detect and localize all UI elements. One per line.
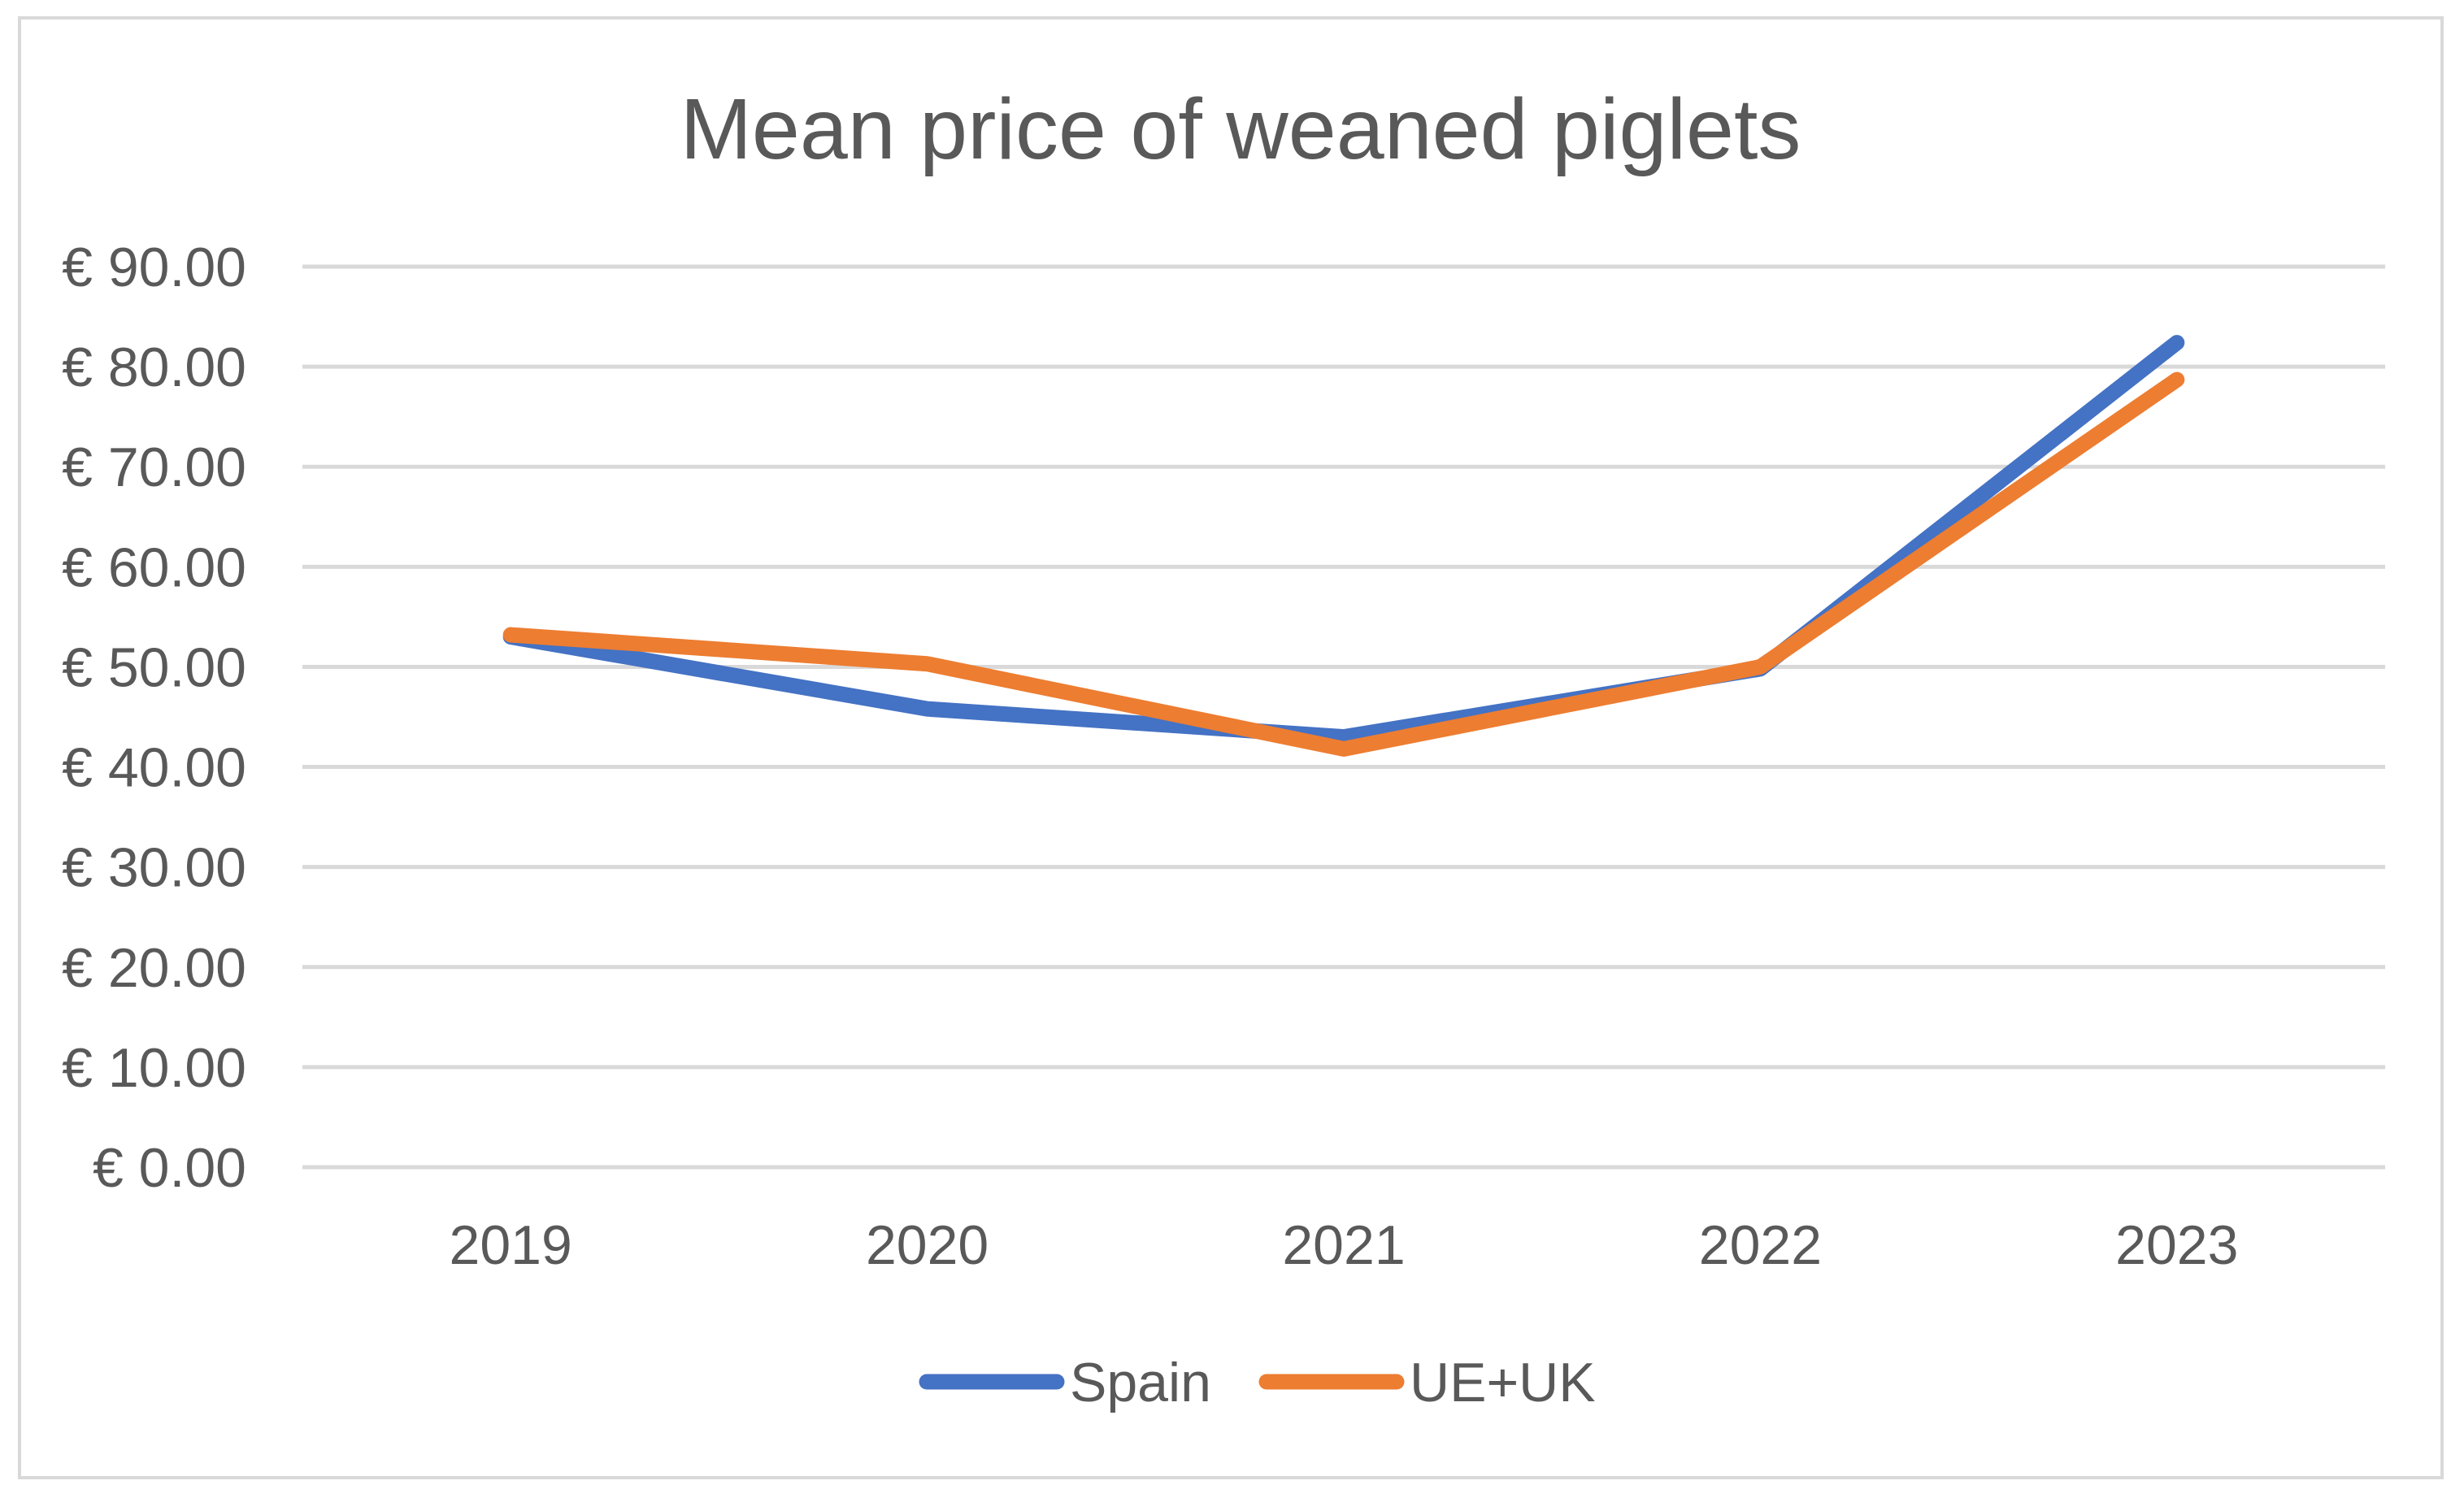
x-tick-label: 2023 <box>2115 1214 2238 1276</box>
y-tick-label: € 80.00 <box>62 337 246 398</box>
y-tick-label: € 60.00 <box>62 536 246 598</box>
legend-label: Spain <box>1070 1352 1211 1413</box>
chart-frame <box>18 16 2444 1479</box>
y-tick-label: € 10.00 <box>62 1037 246 1099</box>
x-tick-label: 2021 <box>1282 1214 1405 1276</box>
x-tick-label: 2019 <box>450 1214 572 1276</box>
x-axis-ticks: 2019 2020 2021 2022 2023 <box>450 1214 2239 1276</box>
series-line-ue-uk <box>502 371 2185 757</box>
y-tick-label: € 0.00 <box>93 1137 246 1199</box>
y-tick-label: € 20.00 <box>62 937 246 999</box>
series-lines <box>502 335 2185 757</box>
y-tick-label: € 50.00 <box>62 636 246 698</box>
chart-title: Mean price of weaned piglets <box>680 81 1801 177</box>
legend: Spain UE+UK <box>919 1352 1596 1413</box>
y-tick-label: € 90.00 <box>62 237 246 298</box>
x-tick-label: 2020 <box>866 1214 989 1276</box>
y-axis-ticks: € 0.00 € 10.00 € 20.00 € 30.00 € 40.00 € 50.0… <box>62 237 246 1199</box>
gridlines <box>302 264 2385 1170</box>
y-tick-label: € 30.00 <box>62 837 246 899</box>
x-tick-label: 2022 <box>1699 1214 1822 1276</box>
series-line-spain <box>502 335 2185 745</box>
legend-label: UE+UK <box>1410 1352 1596 1413</box>
y-tick-label: € 70.00 <box>62 436 246 498</box>
y-tick-label: € 40.00 <box>62 737 246 799</box>
